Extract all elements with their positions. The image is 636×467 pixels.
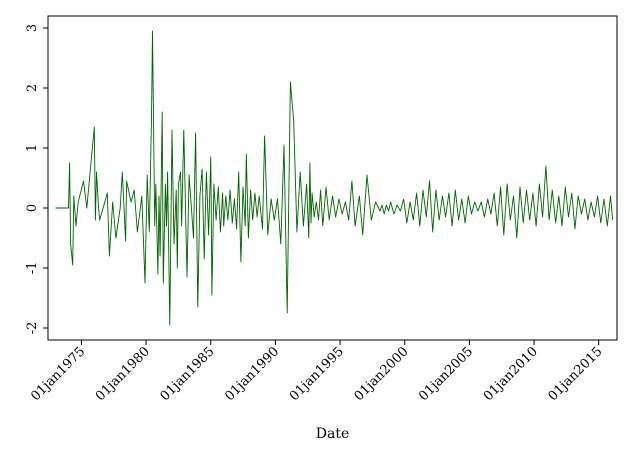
y-tick-label: -2 <box>25 322 40 335</box>
y-axis: -2 -1 0 1 2 3 <box>25 24 48 334</box>
y-tick-label: 3 <box>25 24 40 32</box>
y-tick-label: 0 <box>25 204 40 212</box>
x-tick-label: 01jan2000 <box>352 344 412 404</box>
x-tick-label: 01jan1980 <box>93 344 153 404</box>
x-tick-label: 01jan2005 <box>416 344 476 404</box>
x-axis-title: Date <box>316 426 349 442</box>
x-tick-label: 01jan1995 <box>287 344 347 404</box>
plot-area <box>47 15 618 341</box>
x-tick-label: 01jan2010 <box>481 344 541 404</box>
x-axis: 01jan1975 01jan1980 01jan1985 01jan1990 01ja… <box>28 340 606 404</box>
y-tick-label: 2 <box>25 84 40 92</box>
x-tick-label: 01jan1985 <box>158 344 218 404</box>
x-tick-label: 01jan1990 <box>222 344 282 404</box>
series-line <box>55 30 614 326</box>
x-tick-label: 01jan2015 <box>546 344 606 404</box>
x-tick-label: 01jan1975 <box>28 344 88 404</box>
plot-border <box>47 15 618 341</box>
y-tick-label: -1 <box>25 262 40 275</box>
y-tick-label: 1 <box>25 144 40 152</box>
series-layer <box>55 30 614 326</box>
